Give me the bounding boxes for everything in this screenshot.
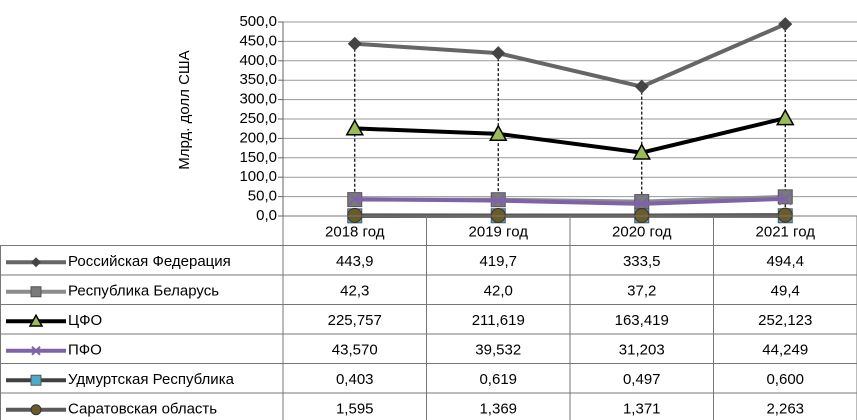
table-cell: 1,595 [336, 401, 374, 418]
legend-label: ПФО [68, 342, 102, 359]
marker-shape [30, 374, 42, 386]
marker-shape [778, 192, 792, 206]
y-tick-label: 150,0 [239, 149, 277, 166]
table-cell: 31,203 [619, 342, 665, 359]
marker-shape [777, 207, 793, 223]
marker-shape [28, 313, 44, 327]
table-cell: 42,0 [484, 283, 513, 300]
y-tick-label: 450,0 [239, 32, 277, 49]
table-cell: 1,369 [479, 401, 517, 418]
table-cell: 42,3 [340, 283, 369, 300]
marker-shape [348, 192, 362, 206]
marker-shape [632, 143, 652, 160]
legend-label: Российская Федерация [68, 253, 231, 270]
marker-shape [31, 346, 41, 356]
marker-shape [777, 189, 793, 205]
marker [491, 46, 506, 61]
marker-shape [347, 207, 363, 223]
marker [31, 257, 41, 268]
table-cell: 49,4 [771, 283, 800, 300]
marker [348, 192, 362, 206]
y-tick-label: 350,0 [239, 71, 277, 88]
table-cell: 1,371 [623, 401, 661, 418]
table-cell: 39,532 [475, 342, 521, 359]
y-tick-label: 500,0 [239, 13, 277, 30]
x-tick-label: 2021 год [756, 224, 816, 241]
legend-label: Саратовская область [68, 401, 217, 418]
marker [778, 192, 792, 206]
marker-shape [490, 207, 506, 223]
marker-shape [347, 36, 362, 51]
marker-shape [491, 46, 506, 61]
marker-shape [778, 17, 793, 32]
marker [347, 36, 362, 51]
marker [634, 207, 650, 223]
table-cell: 443,9 [336, 253, 374, 270]
marker [632, 143, 652, 160]
x-tick-label: 2019 год [469, 224, 529, 241]
marker [634, 194, 650, 210]
marker [635, 197, 649, 211]
table-cell: 44,249 [762, 342, 808, 359]
table-cell: 0,403 [336, 371, 374, 388]
marker-shape [634, 207, 650, 223]
series-line [354, 196, 786, 206]
marker-shape [488, 124, 508, 142]
y-tick-label: 300,0 [239, 91, 277, 108]
table-cell: 43,570 [332, 342, 378, 359]
marker [778, 17, 793, 32]
marker-shape [634, 194, 650, 210]
marker [30, 286, 42, 298]
marker-shape [775, 108, 795, 126]
table-cell: 0,497 [623, 371, 661, 388]
marker-shape [635, 197, 649, 211]
marker [777, 189, 793, 205]
marker [490, 207, 506, 223]
y-tick-label: 100,0 [239, 168, 277, 185]
x-tick-label: 2020 год [612, 224, 672, 241]
marker [491, 193, 505, 208]
table-cell: 0,619 [479, 371, 517, 388]
series-line [354, 116, 786, 155]
table-cell: 37,2 [627, 283, 656, 300]
table-cell: 163,419 [615, 312, 669, 329]
x-tick-label: 2018 год [325, 224, 385, 241]
table-cell: 333,5 [623, 253, 661, 270]
y-tick-label: 0,0 [256, 207, 277, 224]
marker-shape [31, 257, 41, 268]
y-tick-label: 250,0 [239, 110, 277, 127]
marker [30, 374, 42, 386]
marker [345, 118, 365, 136]
marker [488, 124, 508, 142]
table-cell: 211,619 [472, 312, 525, 329]
marker [634, 79, 649, 94]
legend-label: Удмуртская Республика [68, 371, 235, 388]
y-tick-label: 50,0 [248, 188, 277, 205]
marker-shape [345, 118, 365, 136]
marker-shape [491, 193, 505, 208]
legend-label: Республика Беларусь [68, 283, 219, 300]
series-line [354, 22, 787, 89]
marker-shape [634, 79, 649, 94]
marker-shape [30, 286, 42, 298]
marker-shape [30, 404, 42, 416]
marker [31, 346, 41, 356]
marker [347, 207, 363, 223]
y-axis-label: Млрд. долл США [176, 50, 193, 169]
marker [30, 404, 42, 416]
table-cell: 2,263 [766, 401, 804, 418]
marker [775, 108, 795, 126]
table-cell: 225,757 [328, 312, 382, 329]
table-cell: 0,600 [766, 371, 804, 388]
marker [28, 313, 44, 327]
table-cell: 419,7 [479, 253, 517, 270]
y-tick-label: 200,0 [239, 129, 277, 146]
table-cell: 252,123 [758, 312, 812, 329]
legend-label: ЦФО [68, 312, 102, 329]
y-tick-label: 400,0 [239, 52, 277, 69]
table-cell: 494,4 [766, 253, 804, 270]
marker [777, 207, 793, 223]
